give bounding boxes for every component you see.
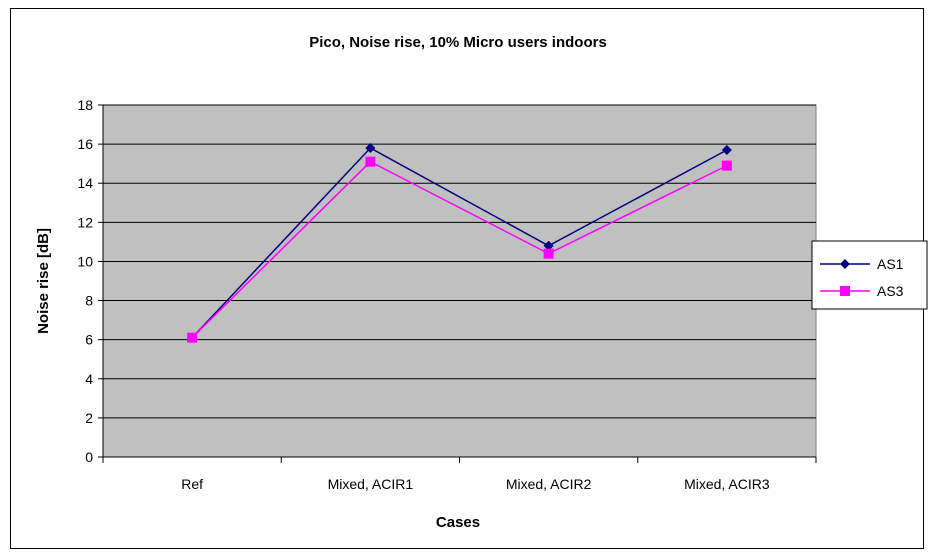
y-axis-ticks: 0 2 4 6 8 10 12 14 16 18 (77, 97, 103, 465)
data-point (543, 248, 554, 259)
data-point (365, 156, 376, 167)
y-tick-label: 10 (77, 253, 93, 269)
y-axis-title: Noise rise [dB] (35, 228, 52, 334)
y-tick-label: 12 (77, 214, 93, 230)
series-line (191, 147, 728, 339)
data-point (721, 160, 732, 171)
y-tick-label: 14 (77, 175, 93, 191)
data-point (721, 144, 732, 155)
legend-marker (840, 259, 850, 269)
x-axis-ticks: Ref Mixed, ACIR1 Mixed, ACIR2 Mixed, ACIR3 (102, 457, 817, 492)
y-tick-label: 2 (85, 410, 93, 426)
legend-label: AS3 (877, 283, 904, 299)
chart-title: Pico, Noise rise, 10% Micro users indoor… (309, 34, 607, 51)
series-AS3 (187, 156, 732, 343)
data-point (543, 240, 554, 251)
data-point (365, 143, 376, 154)
y-tick-label: 18 (77, 97, 93, 113)
data-point (187, 332, 198, 343)
x-tick-label: Ref (181, 476, 203, 492)
legend: AS1 AS3 (811, 240, 928, 310)
series-group (187, 143, 732, 343)
y-tick-label: 6 (85, 332, 93, 348)
grid-lines (103, 104, 816, 419)
y-tick-label: 8 (85, 293, 93, 309)
y-tick-label: 0 (85, 449, 93, 465)
series-line (191, 160, 728, 339)
y-tick-label: 4 (85, 371, 93, 387)
legend-label: AS1 (877, 256, 904, 272)
x-tick-label: Mixed, ACIR1 (328, 476, 414, 492)
x-tick-label: Mixed, ACIR2 (506, 476, 592, 492)
x-tick-label: Mixed, ACIR3 (684, 476, 770, 492)
y-tick-label: 16 (77, 136, 93, 152)
plot-area (102, 104, 817, 458)
x-axis-title: Cases (436, 514, 480, 531)
legend-box (811, 240, 928, 310)
legend-marker (840, 286, 850, 296)
